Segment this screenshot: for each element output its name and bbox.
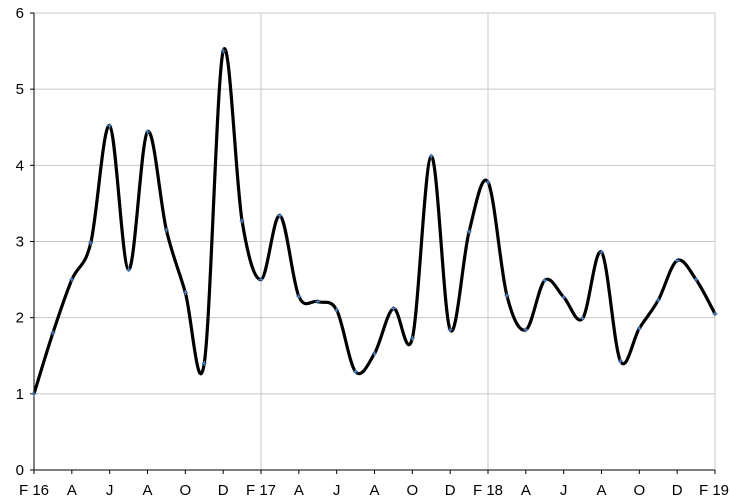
data-point-marker <box>523 327 529 333</box>
data-point-marker <box>353 369 359 375</box>
x-tick-label: F 17 <box>246 482 276 499</box>
x-tick-label: J <box>560 482 568 499</box>
data-point-marker <box>145 129 150 135</box>
data-point-marker <box>466 229 472 235</box>
data-point-marker <box>372 350 377 356</box>
x-tick-label: D <box>445 482 456 499</box>
data-point-marker <box>334 307 340 313</box>
x-tick-label: D <box>218 482 229 499</box>
data-point-marker <box>220 48 226 54</box>
data-point-marker <box>485 179 491 185</box>
data-point-marker <box>504 293 510 299</box>
data-point-marker <box>655 297 661 303</box>
data-point-marker <box>277 213 283 219</box>
x-tick-label: J <box>106 482 114 499</box>
data-point-marker <box>107 123 113 129</box>
data-point-marker <box>126 267 132 273</box>
y-tick-label: 2 <box>16 310 24 327</box>
data-point-marker <box>296 293 302 299</box>
data-point-marker <box>693 277 699 283</box>
x-tick-label: O <box>179 482 191 499</box>
x-tick-label: O <box>406 482 418 499</box>
series-line <box>32 47 717 396</box>
x-tick-label: O <box>633 482 645 499</box>
x-tick-label: J <box>333 482 341 499</box>
x-tick-label: F 16 <box>19 482 49 499</box>
x-tick-label: A <box>294 482 304 499</box>
x-tick-label: D <box>672 482 683 499</box>
y-tick-label: 3 <box>16 234 24 251</box>
data-point-marker <box>163 227 169 233</box>
x-tick-label: A <box>596 482 606 499</box>
y-tick-label: 1 <box>16 386 24 403</box>
y-tick-label: 5 <box>16 81 24 98</box>
y-tick-label: 4 <box>16 157 24 174</box>
data-point-marker <box>258 277 264 283</box>
data-point-marker <box>182 290 188 296</box>
x-tick-label: A <box>142 482 152 499</box>
data-point-marker <box>542 277 548 283</box>
data-point-marker <box>447 327 453 333</box>
data-point-marker <box>428 153 434 159</box>
data-point-marker <box>88 240 94 246</box>
data-point-marker <box>239 218 245 224</box>
data-point-marker <box>617 358 623 364</box>
x-tick-label: F 18 <box>473 482 503 499</box>
data-point-marker <box>674 258 680 264</box>
data-point-marker <box>50 330 56 336</box>
data-point-marker <box>599 249 604 255</box>
data-point-marker <box>409 335 415 341</box>
data-point-marker <box>31 391 37 397</box>
y-tick-label: 0 <box>16 462 24 479</box>
data-point-marker <box>201 360 207 366</box>
x-tick-label: A <box>67 482 77 499</box>
data-point-marker <box>712 311 718 317</box>
x-tick-label: A <box>521 482 531 499</box>
data-point-marker <box>69 277 75 283</box>
data-point-marker <box>390 306 396 312</box>
x-tick-label: A <box>369 482 379 499</box>
x-tick-label: F 19 <box>699 482 729 499</box>
data-point-marker <box>315 299 321 305</box>
data-point-marker <box>561 294 567 300</box>
data-point-marker <box>580 315 586 321</box>
data-point-marker <box>636 325 642 331</box>
y-tick-label: 6 <box>16 5 24 22</box>
